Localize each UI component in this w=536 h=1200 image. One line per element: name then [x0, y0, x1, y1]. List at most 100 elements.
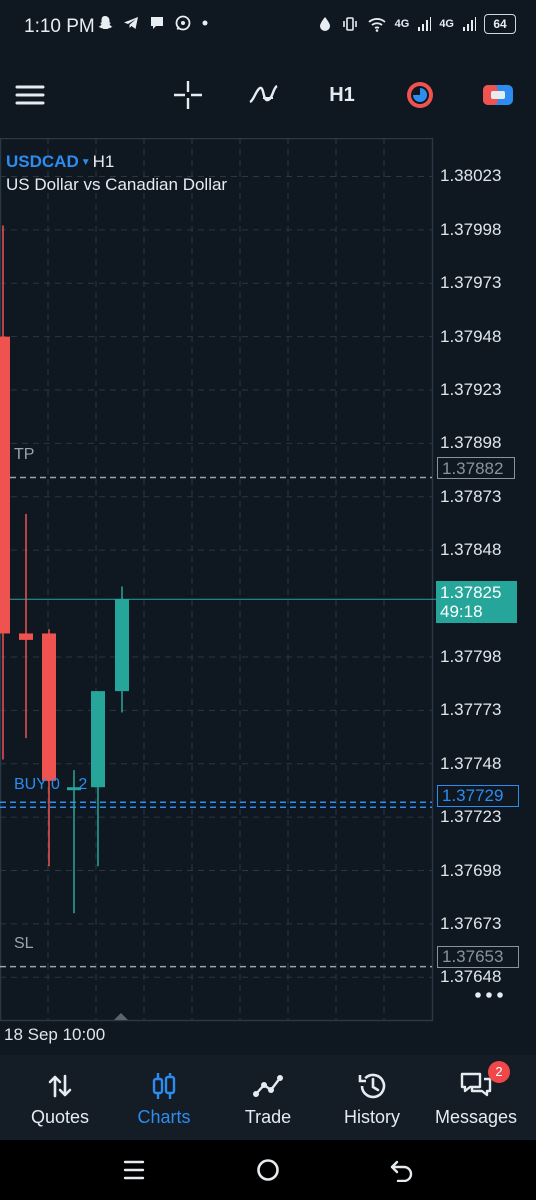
whatsapp-icon	[175, 15, 191, 31]
candle-body	[19, 633, 33, 640]
chat-bubble-icon	[151, 17, 163, 29]
price-tick-label: 1.37948	[440, 326, 502, 346]
messages-badge: 2	[488, 1061, 510, 1083]
recent-apps-button[interactable]	[104, 1140, 164, 1200]
buy-position-label[interactable]: BUY 0 2	[14, 776, 87, 794]
tp-line-label[interactable]: TP	[14, 446, 35, 463]
price-tick-label: 1.37773	[440, 700, 502, 720]
candle-body	[42, 633, 56, 781]
chart-toolbar: H1	[0, 62, 536, 128]
plot-frame	[0, 138, 434, 1022]
menu-button[interactable]	[12, 62, 48, 128]
data-saver-icon	[319, 17, 330, 31]
candle-body	[91, 691, 105, 788]
home-button[interactable]	[238, 1140, 298, 1200]
dot-icon	[202, 20, 208, 26]
price-tick-label: 1.37973	[440, 273, 502, 293]
more-dots-icon	[475, 992, 503, 998]
indicators-button[interactable]	[244, 62, 284, 128]
price-tick-label: 1.37923	[440, 380, 502, 399]
candle-body	[115, 599, 129, 692]
nav-quotes-icon-wrap	[45, 1069, 75, 1103]
clock-circle-icon	[407, 82, 433, 108]
price-tick-label: 1.37898	[440, 433, 502, 453]
price-tick-label: 1.37648	[440, 967, 502, 987]
back-button[interactable]	[372, 1140, 432, 1200]
recent-apps-icon	[123, 1160, 145, 1180]
status-notification-icons	[96, 14, 210, 32]
quotes-arrows-icon	[48, 1074, 72, 1098]
nav-charts[interactable]: Charts	[116, 1055, 212, 1140]
symbol-description: US Dollar vs Canadian Dollar	[6, 175, 228, 194]
status-time: 1:10 PM	[24, 16, 95, 37]
timeframe-button[interactable]: H1	[322, 62, 362, 128]
price-tick-label: 1.37698	[440, 860, 502, 880]
nav-messages-label: Messages	[434, 1107, 518, 1127]
nav-trade[interactable]: Trade	[220, 1055, 316, 1140]
wifi-icon	[368, 18, 386, 32]
nav-quotes-label: Quotes	[30, 1107, 90, 1127]
buy-price-tag[interactable]: 1.37729	[437, 785, 519, 807]
price-tick-label: 1.37748	[440, 753, 502, 773]
one-click-trade-button[interactable]	[478, 62, 518, 128]
home-circle-icon	[257, 1159, 279, 1181]
nav-trade-label: Trade	[244, 1107, 292, 1127]
candle-body	[0, 336, 10, 634]
nav-messages-icon-wrap: 2	[458, 1061, 510, 1103]
snapchat-icon	[98, 16, 113, 29]
nav-history-icon-wrap	[356, 1069, 388, 1103]
signal-2-icon	[463, 17, 476, 31]
price-tick-label: 1.38023	[440, 166, 502, 186]
battery-indicator: 64	[484, 14, 516, 34]
symbol-dropdown-icon[interactable]: ▼	[80, 157, 91, 168]
candle-body	[67, 787, 81, 791]
buy-label-suffix: 2	[78, 776, 88, 793]
price-tick-label: 1.37873	[440, 486, 502, 506]
scroll-marker	[114, 1013, 128, 1020]
symbol-timeframe: H1	[92, 152, 115, 171]
crosshair-icon	[174, 81, 202, 109]
crosshair-button[interactable]	[168, 62, 208, 128]
nav-quotes[interactable]: Quotes	[12, 1055, 108, 1140]
candle-countdown: 49:18	[440, 602, 483, 621]
price-tick-label: 1.37998	[440, 219, 502, 239]
more-options-button[interactable]	[472, 988, 506, 1002]
price-tick-label: 1.37798	[440, 646, 502, 666]
current-price-tag: 1.37825 49:18	[436, 581, 517, 623]
nav-charts-icon-wrap	[149, 1069, 179, 1103]
hamburger-menu-icon	[15, 85, 45, 105]
trade-timer-button[interactable]	[400, 62, 440, 128]
price-tick-label: 1.37673	[440, 913, 502, 933]
indicator-f-icon	[249, 84, 278, 104]
signal-1-label: 4G	[394, 18, 410, 30]
timeframe-label: H1	[329, 83, 355, 106]
current-price-value: 1.37825	[440, 583, 502, 602]
time-axis-label: 18 Sep 10:00	[4, 1025, 106, 1044]
chart-canvas[interactable]	[0, 138, 536, 1024]
telegram-icon	[124, 17, 138, 29]
symbol-header[interactable]: USDCAD ▼ H1	[6, 152, 114, 172]
trade-toggle-icon	[483, 85, 513, 105]
chart-area[interactable]: USDCAD ▼ H1 US Dollar vs Canadian Dollar T…	[0, 138, 536, 1024]
symbol-label[interactable]: USDCAD	[6, 152, 79, 171]
tp-price-tag[interactable]: 1.37882	[437, 457, 515, 479]
candlestick-chart-icon	[152, 1073, 176, 1099]
trade-line-icon	[253, 1075, 283, 1097]
status-system-icons: 4G 4G 64	[317, 14, 516, 34]
sl-line-label[interactable]: SL	[14, 935, 34, 952]
bottom-navigation: Quotes Charts Trade History 2 Messages	[0, 1055, 536, 1140]
price-tick-label: 1.37848	[440, 540, 502, 560]
back-arrow-icon	[390, 1160, 413, 1182]
system-navigation-bar	[0, 1140, 536, 1200]
sl-price-tag[interactable]: 1.37653	[437, 946, 519, 968]
nav-charts-label: Charts	[137, 1107, 191, 1127]
signal-2-label: 4G	[439, 18, 454, 30]
vibrate-icon	[342, 17, 357, 31]
nav-history-label: History	[343, 1107, 400, 1127]
buy-label: BUY 0	[14, 776, 60, 793]
nav-history[interactable]: History	[324, 1055, 420, 1140]
signal-1-icon	[418, 17, 432, 31]
messages-bubble-icon	[460, 1072, 492, 1097]
nav-messages[interactable]: 2 Messages	[428, 1055, 524, 1140]
nav-trade-icon-wrap	[252, 1069, 284, 1103]
